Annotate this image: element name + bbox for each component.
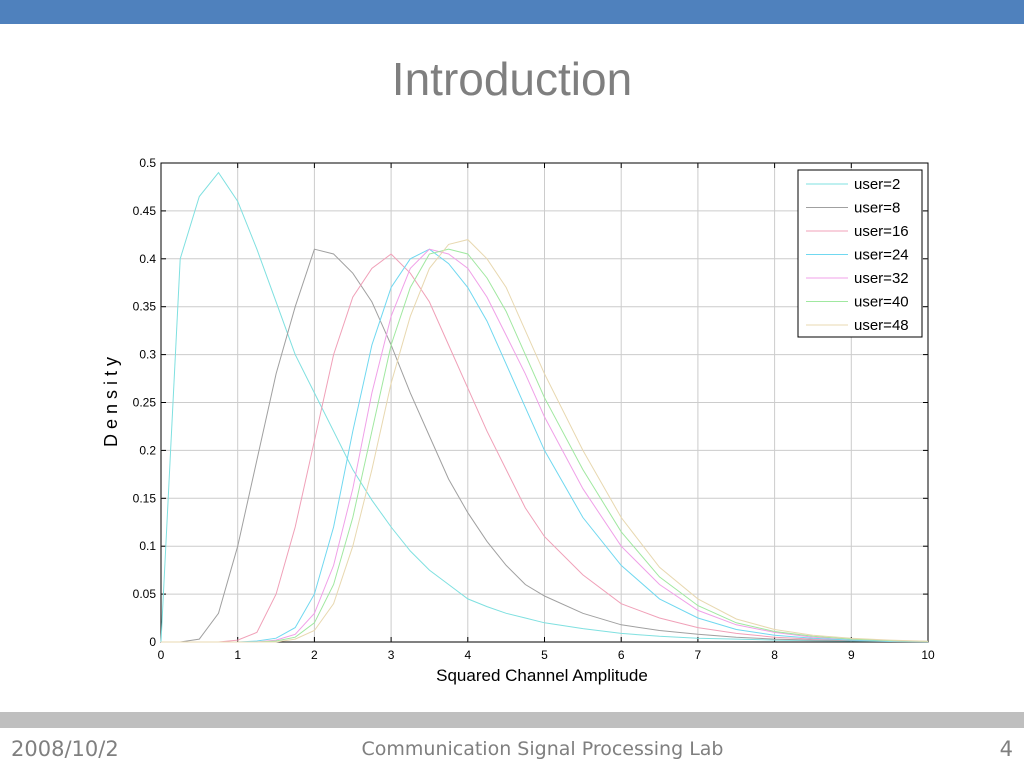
y-tick-label: 0.15	[133, 491, 157, 505]
y-tick-label: 0.1	[139, 539, 156, 553]
y-tick-label: 0.2	[139, 443, 156, 457]
density-chart: 0 1 2 3 4 5 6 7 8 9 10 0 0.05 0.1 0.15 0.2 0.25 0.3 0.35 0.…	[101, 156, 935, 685]
series-line	[161, 239, 929, 643]
legend-box	[797, 169, 923, 338]
series-line	[161, 248, 929, 643]
legend-label: user=32	[854, 270, 909, 287]
footer-bar	[0, 712, 1024, 728]
legend-label: user=8	[854, 200, 900, 217]
y-tick-label: 0.45	[133, 204, 157, 218]
y-tick-label: 0.5	[139, 156, 156, 170]
x-tick-label: 1	[234, 648, 241, 662]
series-line	[160, 171, 929, 643]
x-tick-label: 5	[541, 648, 548, 662]
footer-date: 2008/10/2	[11, 737, 119, 761]
y-tick-label: 0.25	[133, 396, 157, 410]
page-number: 4	[999, 737, 1013, 761]
x-tick-label: 4	[464, 648, 471, 662]
x-tick-label: 10	[921, 648, 935, 662]
x-tick-label: 2	[311, 648, 318, 662]
x-tick-label: 9	[848, 648, 855, 662]
x-tick-label: 8	[771, 648, 778, 662]
legend-label: user=16	[854, 223, 909, 240]
series-line	[161, 253, 929, 643]
x-tick-label: 0	[158, 648, 165, 662]
x-tick-label: 6	[618, 648, 625, 662]
slide-title: Introduction	[391, 53, 633, 105]
x-axis-label: Squared Channel Amplitude	[436, 666, 648, 685]
legend-label: user=40	[854, 294, 909, 311]
y-tick-label: 0.35	[133, 300, 157, 314]
x-tick-label: 7	[695, 648, 702, 662]
top-accent-bar	[0, 0, 1024, 24]
chart-legend: user=2 user=8 user=16 user=24 user=32 user=40…	[797, 169, 923, 338]
y-tick-label: 0.4	[139, 252, 156, 266]
legend-label: user=48	[854, 317, 909, 334]
y-axis-label: D e n s i t y	[101, 357, 121, 447]
series-lines	[160, 171, 929, 643]
y-tick-label: 0.05	[133, 587, 157, 601]
axis-ticks: 0 1 2 3 4 5 6 7 8 9 10 0 0.05 0.1 0.15 0.2 0.25 0.3 0.35 0.…	[133, 156, 935, 662]
legend-label: user=2	[854, 176, 900, 193]
footer-lab-name: Communication Signal Processing Lab	[361, 738, 724, 760]
y-tick-label: 0	[149, 635, 156, 649]
series-line	[161, 248, 929, 643]
legend-label: user=24	[854, 247, 909, 264]
y-tick-label: 0.3	[139, 348, 156, 362]
x-tick-label: 3	[388, 648, 395, 662]
